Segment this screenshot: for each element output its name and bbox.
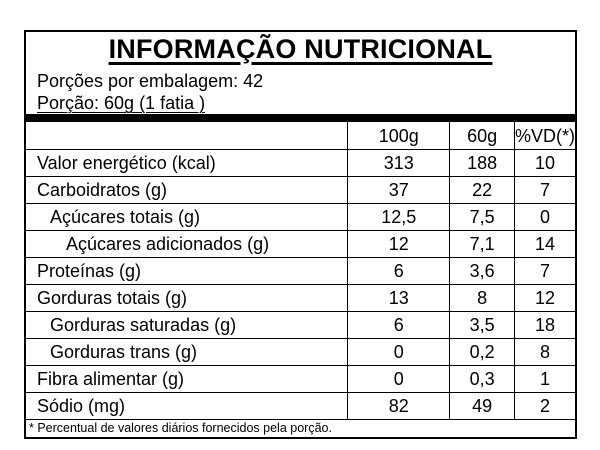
value-60g: 3,5 — [449, 311, 515, 339]
value-100g: 12,5 — [347, 203, 450, 231]
value-vd: 10 — [513, 149, 575, 177]
value-60g: 49 — [449, 392, 515, 420]
serving-size: Porção: 60g (1 fatia ) — [37, 93, 206, 113]
nutrient-name: Gorduras trans (g) — [26, 338, 348, 366]
nutrient-name: Açúcares adicionados (g) — [26, 230, 348, 258]
nutrient-name: Valor energético (kcal) — [26, 149, 348, 177]
table-row: Gorduras saturadas (g) 6 3,5 18 — [26, 311, 575, 339]
section-divider — [26, 114, 575, 122]
nutrition-facts-panel: INFORMAÇÃO NUTRICIONAL Porções por embal… — [24, 30, 577, 439]
value-vd: 0 — [513, 203, 575, 231]
value-100g: 13 — [347, 284, 450, 312]
value-100g: 12 — [347, 230, 450, 258]
value-100g: 0 — [347, 338, 450, 366]
nutrition-table: 100g 60g %VD(*) Valor energético (kcal) … — [26, 122, 575, 420]
table-row: Proteínas (g) 6 3,6 7 — [26, 257, 575, 285]
value-100g: 6 — [347, 257, 450, 285]
value-60g: 3,6 — [449, 257, 515, 285]
table-row: Açúcares totais (g) 12,5 7,5 0 — [26, 203, 575, 231]
nutrient-name: Proteínas (g) — [26, 257, 348, 285]
value-vd: 7 — [513, 176, 575, 204]
table-row: Açúcares adicionados (g) 12 7,1 14 — [26, 230, 575, 258]
table-row: Gorduras totais (g) 13 8 12 — [26, 284, 575, 312]
nutrient-name: Açúcares totais (g) — [26, 203, 348, 231]
servings-block: Porções por embalagem: 42 Porção: 60g (1… — [37, 70, 263, 114]
table-row: Sódio (mg) 82 49 2 — [26, 392, 575, 420]
table-row: Valor energético (kcal) 313 188 10 — [26, 149, 575, 177]
value-60g: 8 — [449, 284, 515, 312]
value-100g: 0 — [347, 365, 450, 393]
column-header-100g: 100g — [347, 122, 450, 150]
value-100g: 37 — [347, 176, 450, 204]
servings-per-package: Porções por embalagem: 42 — [37, 71, 264, 91]
value-vd: 18 — [513, 311, 575, 339]
page-title: INFORMAÇÃO NUTRICIONAL — [108, 34, 493, 64]
value-vd: 12 — [513, 284, 575, 312]
value-60g: 22 — [449, 176, 515, 204]
table-row: Carboidratos (g) 37 22 7 — [26, 176, 575, 204]
value-100g: 6 — [347, 311, 450, 339]
table-header-row: 100g 60g %VD(*) — [26, 122, 575, 150]
value-60g: 0,2 — [449, 338, 515, 366]
value-vd: 8 — [513, 338, 575, 366]
value-100g: 313 — [347, 149, 450, 177]
column-header-60g: 60g — [449, 122, 515, 150]
value-vd: 7 — [513, 257, 575, 285]
nutrient-name: Gorduras totais (g) — [26, 284, 348, 312]
nutrient-name: Carboidratos (g) — [26, 176, 348, 204]
value-60g: 0,3 — [449, 365, 515, 393]
table-row: Fibra alimentar (g) 0 0,3 1 — [26, 365, 575, 393]
column-header-vd: %VD(*) — [513, 122, 575, 150]
nutrient-name: Fibra alimentar (g) — [26, 365, 348, 393]
value-vd: 1 — [513, 365, 575, 393]
nutrient-name: Gorduras saturadas (g) — [26, 311, 348, 339]
value-60g: 7,1 — [449, 230, 515, 258]
value-60g: 188 — [449, 149, 515, 177]
value-vd: 14 — [513, 230, 575, 258]
table-row: Gorduras trans (g) 0 0,2 8 — [26, 338, 575, 366]
header-empty-cell — [26, 122, 348, 150]
value-vd: 2 — [513, 392, 575, 420]
nutrient-name: Sódio (mg) — [26, 392, 348, 420]
footnote: * Percentual de valores diários fornecid… — [29, 421, 332, 435]
value-100g: 82 — [347, 392, 450, 420]
value-60g: 7,5 — [449, 203, 515, 231]
